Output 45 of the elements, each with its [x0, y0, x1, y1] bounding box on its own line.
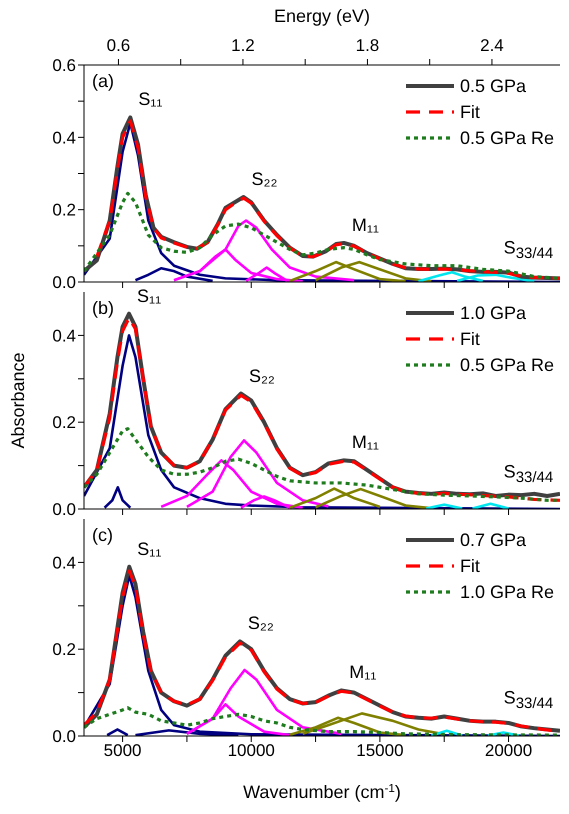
legend-label: 1.0 GPa — [460, 302, 526, 324]
legend-label: 1.0 GPa Re — [460, 582, 554, 602]
legend-label: 0.7 GPa — [460, 530, 526, 550]
annotation: S₁₁ — [138, 89, 162, 110]
annotation: M₁₁ — [352, 214, 379, 235]
annotation: M₁₁ — [352, 432, 379, 452]
annotation: (b) — [92, 298, 114, 319]
x-axis-title: Wavenumber (cm$^{-1}$) — [243, 782, 401, 802]
legend-label: 0.5 GPa Re — [460, 354, 554, 376]
x2-tick-label: 1.2 — [231, 36, 255, 55]
y-tick-label: 0.2 — [52, 640, 76, 660]
annotation: S₂₂ — [248, 366, 275, 386]
legend-label: Fit — [460, 102, 480, 122]
annotation: (a) — [92, 71, 114, 92]
y-tick-label: 0.0 — [52, 727, 76, 746]
annotation: S$_{33/44}$ — [504, 687, 554, 714]
annotation: S$_{33/44}$ — [504, 237, 554, 264]
x-tick-label: 10000 — [228, 741, 275, 760]
annotation: M₁₁ — [349, 662, 376, 682]
x2-tick-label: 0.6 — [106, 36, 130, 55]
annotation: S$_{33/44}$ — [504, 461, 554, 488]
legend-label: Fit — [460, 328, 480, 350]
y-tick-label: 0.0 — [52, 500, 76, 520]
y-tick-label: 0.4 — [52, 128, 76, 148]
legend-label: 0.5 GPa Re — [460, 128, 554, 148]
y-tick-label: 0.4 — [52, 326, 76, 346]
y-tick-label: 0.4 — [52, 553, 76, 572]
annotation: S₁₁ — [137, 538, 162, 559]
annotation: S₁₁ — [137, 286, 162, 306]
annotation: S₂₂ — [248, 613, 274, 634]
x-tick-label: 5000 — [104, 741, 142, 760]
annotation: (c) — [92, 525, 113, 546]
x2-tick-label: 2.4 — [480, 36, 504, 55]
x-tick-label: 20000 — [484, 741, 532, 760]
legend-label: 0.5 GPa — [460, 76, 526, 96]
x-tick-label: 15000 — [356, 741, 404, 760]
legend-label: Fit — [460, 556, 480, 576]
y-tick-label: 0.2 — [52, 413, 76, 432]
y-tick-label: 0.6 — [52, 56, 76, 76]
y-tick-label: 0.0 — [52, 273, 76, 292]
y-axis-title: Absorbance — [8, 352, 28, 449]
x2-axis-title: Energy (eV) — [274, 6, 370, 26]
x2-tick-label: 1.8 — [356, 36, 380, 55]
annotation: S₂₂ — [252, 169, 278, 189]
y-tick-label: 0.2 — [52, 200, 76, 220]
